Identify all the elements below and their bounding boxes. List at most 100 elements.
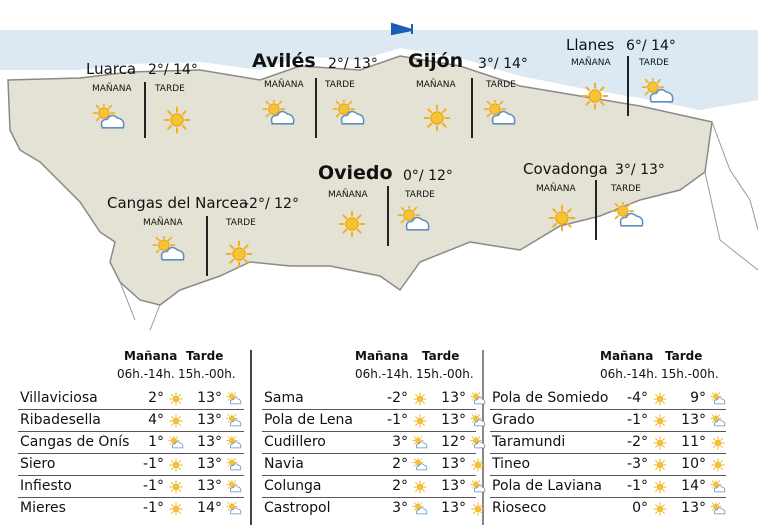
afternoon-hours: 15h.-00h.: [416, 367, 474, 381]
afternoon-header: Tarde: [422, 349, 460, 363]
table-divider: [250, 350, 252, 525]
city-name: Luarca: [86, 60, 137, 78]
morning-temp: -2°: [627, 434, 648, 450]
afternoon-temp: 13°: [681, 412, 706, 428]
sun-icon: [420, 104, 454, 132]
divider: [144, 82, 146, 138]
town-name: Cudillero: [264, 434, 326, 450]
morning-temp: 2°: [392, 456, 408, 472]
sun-icon: [710, 436, 726, 450]
afternoon-temp: 13°: [197, 434, 222, 450]
sun-cloud-icon: [412, 500, 428, 516]
morning-temp: 2°: [392, 478, 408, 494]
afternoon-temp: 13°: [681, 500, 706, 516]
morning-label: MAÑANA: [264, 80, 304, 90]
divider: [627, 56, 629, 116]
morning-temp: -2°: [387, 390, 408, 406]
table-row: Mieres -1° 14°: [18, 498, 244, 520]
sun-cloud-icon: [226, 456, 242, 472]
neighbor-border: [119, 121, 758, 331]
table-divider: [482, 350, 484, 525]
divider: [595, 180, 597, 240]
divider: [206, 216, 208, 276]
morning-label: MAÑANA: [536, 184, 576, 194]
divider: [315, 78, 317, 138]
afternoon-temp: 9°: [690, 390, 706, 406]
afternoon-temp: 13°: [197, 412, 222, 428]
morning-hours: 06h.-14h.: [600, 367, 658, 381]
morning-hours: 06h.-14h.: [117, 367, 175, 381]
morning-temp: 4°: [148, 412, 164, 428]
table-row: Cudillero 3° 12°: [262, 432, 486, 454]
afternoon-temp: 13°: [441, 500, 466, 516]
town-name: Castropol: [264, 500, 331, 516]
afternoon-label: TARDE: [639, 58, 669, 68]
afternoon-temp: 14°: [197, 500, 222, 516]
morning-temp: 0°: [632, 500, 648, 516]
morning-temp: -1°: [627, 478, 648, 494]
sun-cloud-icon: [226, 434, 242, 450]
town-name: Navia: [264, 456, 304, 472]
town-name: Taramundi: [492, 434, 566, 450]
table-row: Taramundi -2° 11°: [490, 432, 726, 454]
sun-icon: [222, 240, 256, 268]
afternoon-temp: 12°: [441, 434, 466, 450]
afternoon-label: TARDE: [325, 80, 355, 90]
afternoon-temp: 11°: [681, 434, 706, 450]
morning-label: MAÑANA: [328, 190, 368, 200]
morning-temp: -1°: [143, 456, 164, 472]
table-row: Grado -1° 13°: [490, 410, 726, 432]
morning-temp: -1°: [627, 412, 648, 428]
north-marker-icon: [391, 22, 413, 36]
afternoon-temp: 13°: [441, 478, 466, 494]
table-row: Pola de Somiedo -4° 9°: [490, 388, 726, 410]
afternoon-header: Tarde: [186, 349, 224, 363]
city-name: Gijón: [408, 50, 464, 72]
town-name: Ribadesella: [20, 412, 101, 428]
sun-cloud-icon: [226, 478, 242, 494]
sun-icon: [652, 392, 668, 406]
morning-label: MAÑANA: [143, 218, 183, 228]
morning-hours: 06h.-14h.: [355, 367, 413, 381]
table-row: Ribadesella 4° 13°: [18, 410, 244, 432]
afternoon-hours: 15h.-00h.: [178, 367, 236, 381]
town-name: Villaviciosa: [20, 390, 98, 406]
table-row: Colunga 2° 13°: [262, 476, 486, 498]
sun-icon: [168, 480, 184, 494]
sun-cloud-icon: [710, 390, 726, 406]
sun-cloud-icon: [470, 478, 486, 494]
city-name: Covadonga: [523, 160, 608, 178]
town-name: Pola de Laviana: [492, 478, 602, 494]
morning-header: Mañana: [600, 349, 654, 363]
sun-icon: [652, 458, 668, 472]
town-name: Siero: [20, 456, 56, 472]
sun-icon: [652, 480, 668, 494]
sun-cloud-icon: [470, 434, 486, 450]
sun-icon: [335, 210, 369, 238]
divider: [471, 78, 473, 138]
table-row: Navia 2° 13°: [262, 454, 485, 476]
city-temps: 3°/ 14°: [478, 56, 528, 72]
town-name: Grado: [492, 412, 535, 428]
table-row: Tineo -3° 10°: [490, 454, 726, 476]
morning-header: Mañana: [124, 349, 178, 363]
town-name: Infiesto: [20, 478, 72, 494]
sun-icon: [710, 458, 726, 472]
table-row: Pola de Lena -1° 13°: [262, 410, 486, 432]
sun-icon: [652, 414, 668, 428]
afternoon-temp: 14°: [681, 478, 706, 494]
sun-cloud-icon: [641, 75, 675, 106]
sun-cloud-icon: [262, 97, 296, 128]
divider: [387, 186, 389, 246]
sun-icon: [470, 502, 486, 516]
table-row: Villaviciosa 2° 13°: [18, 388, 244, 410]
town-name: Pola de Somiedo: [492, 390, 609, 406]
afternoon-label: TARDE: [405, 190, 435, 200]
afternoon-temp: 13°: [441, 390, 466, 406]
sun-cloud-icon: [226, 500, 242, 516]
town-name: Colunga: [264, 478, 322, 494]
asturias-map: [0, 22, 758, 331]
afternoon-temp: 10°: [681, 456, 706, 472]
morning-temp: -1°: [143, 500, 164, 516]
table-row: Cangas de Onís 1° 13°: [18, 432, 244, 454]
